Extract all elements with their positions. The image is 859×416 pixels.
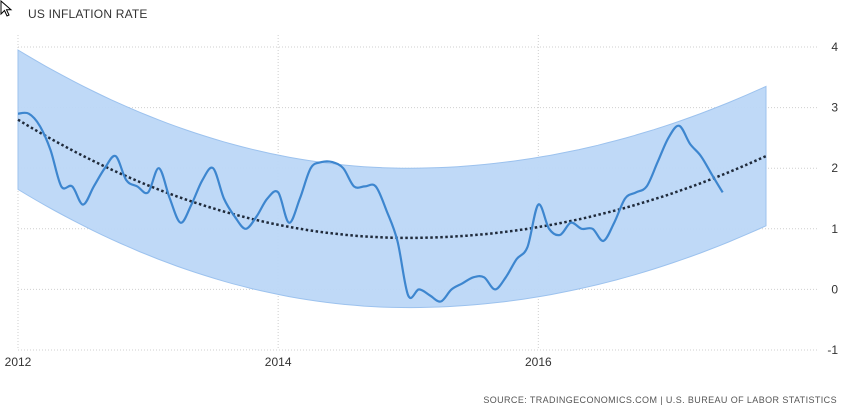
y-axis-ticks: 4 3 2 1 0 -1 <box>827 40 838 357</box>
x-tick-label-2: 2016 <box>525 355 552 369</box>
x-axis-ticks: 2012 2014 2016 <box>5 355 552 369</box>
trend-line <box>17 118 767 240</box>
y-tick-label-3: 1 <box>831 222 838 236</box>
y-tick-label-2: 2 <box>831 161 838 175</box>
x-tick-label-0: 2012 <box>5 355 32 369</box>
chart-title: US INFLATION RATE <box>28 7 148 21</box>
y-tick-label-4: 0 <box>831 282 838 296</box>
y-tick-label-0: 4 <box>831 40 838 54</box>
y-tick-label-5: -1 <box>827 343 838 357</box>
confidence-band <box>17 49 767 309</box>
y-tick-label-1: 3 <box>831 101 838 115</box>
x-tick-label-1: 2014 <box>265 355 292 369</box>
series-line-inflation <box>17 111 724 303</box>
source-note: SOURCE: TRADINGECONOMICS.COM | U.S. BURE… <box>483 395 837 405</box>
mouse-cursor-icon <box>0 0 13 17</box>
